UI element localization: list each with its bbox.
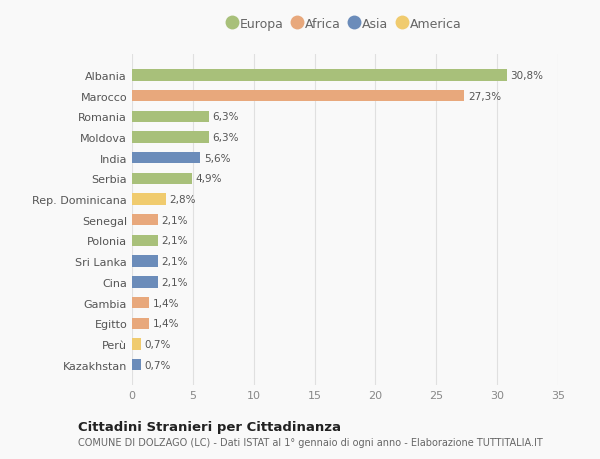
Legend: Europa, Africa, Asia, America: Europa, Africa, Asia, America: [226, 15, 464, 33]
Text: 5,6%: 5,6%: [204, 153, 230, 163]
Text: 2,1%: 2,1%: [161, 236, 188, 246]
Bar: [132, 359, 140, 370]
Bar: [132, 339, 140, 350]
Bar: [132, 112, 209, 123]
Text: 1,4%: 1,4%: [152, 319, 179, 329]
Text: 2,1%: 2,1%: [161, 215, 188, 225]
Text: 0,7%: 0,7%: [144, 360, 170, 370]
Bar: [132, 277, 158, 288]
Text: 27,3%: 27,3%: [468, 91, 501, 101]
Bar: [132, 91, 464, 102]
Bar: [132, 194, 166, 205]
Bar: [132, 215, 158, 226]
Text: 1,4%: 1,4%: [152, 298, 179, 308]
Text: 4,9%: 4,9%: [195, 174, 222, 184]
Bar: [132, 153, 200, 164]
Bar: [132, 132, 209, 143]
Text: 6,3%: 6,3%: [212, 133, 239, 143]
Bar: [132, 297, 149, 308]
Text: 30,8%: 30,8%: [511, 71, 544, 81]
Bar: [132, 318, 149, 329]
Text: 2,1%: 2,1%: [161, 257, 188, 267]
Text: COMUNE DI DOLZAGO (LC) - Dati ISTAT al 1° gennaio di ogni anno - Elaborazione TU: COMUNE DI DOLZAGO (LC) - Dati ISTAT al 1…: [78, 437, 543, 447]
Text: 0,7%: 0,7%: [144, 339, 170, 349]
Text: 2,1%: 2,1%: [161, 277, 188, 287]
Text: 6,3%: 6,3%: [212, 112, 239, 122]
Bar: [132, 70, 507, 81]
Bar: [132, 174, 191, 185]
Bar: [132, 235, 158, 246]
Text: 2,8%: 2,8%: [170, 195, 196, 205]
Text: Cittadini Stranieri per Cittadinanza: Cittadini Stranieri per Cittadinanza: [78, 420, 341, 433]
Bar: [132, 256, 158, 267]
